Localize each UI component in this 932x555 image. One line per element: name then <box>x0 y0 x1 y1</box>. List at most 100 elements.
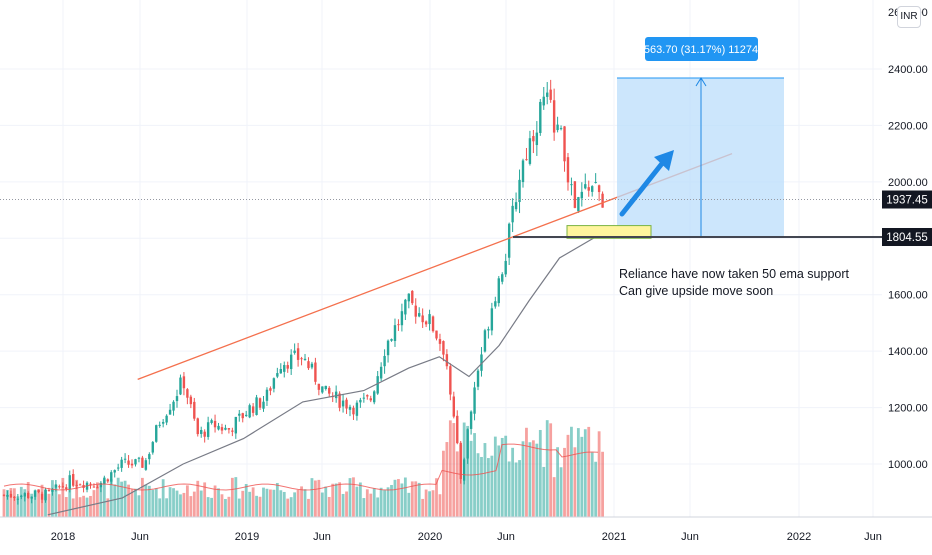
candle-body <box>494 301 497 307</box>
volume-bar <box>390 484 393 517</box>
y-tick-label: 1000.00 <box>888 459 928 471</box>
candle-body <box>591 186 594 192</box>
volume-bar <box>175 490 179 517</box>
candle-body <box>158 424 161 426</box>
annotation-line-2: Can give upside move soon <box>619 284 774 298</box>
current-price-label: 1937.45 <box>886 195 928 207</box>
volume-bar <box>452 423 456 517</box>
candle-body <box>504 260 507 275</box>
candle-body <box>369 398 372 401</box>
candle-body <box>539 101 542 133</box>
candle-body <box>594 182 597 184</box>
candle-body <box>456 415 459 444</box>
candle-body <box>501 274 504 282</box>
candle-body <box>480 354 483 371</box>
volume-bar <box>96 482 99 517</box>
candle-body <box>265 389 269 401</box>
volume-bar <box>487 458 490 517</box>
candle-body <box>238 413 241 416</box>
volume-bar <box>144 484 148 517</box>
volume-bar <box>331 483 335 517</box>
candle-body <box>390 339 393 341</box>
volume-bar <box>369 493 373 517</box>
candle-body <box>393 325 397 341</box>
volume-bar <box>438 494 442 517</box>
y-tick-label: 2000.00 <box>888 177 928 189</box>
candle-body <box>200 429 203 434</box>
currency-badge[interactable]: INR <box>897 6 921 28</box>
volume-bar <box>244 484 248 517</box>
candle-body <box>293 350 296 353</box>
candle-body <box>161 422 165 424</box>
candle-body <box>276 373 279 377</box>
arrow-head <box>654 150 674 171</box>
candle-body <box>511 205 514 223</box>
candle-body <box>148 454 151 460</box>
volume-bar <box>355 486 359 517</box>
candle-body <box>314 362 317 382</box>
volume-bar <box>376 497 380 517</box>
candle-body <box>490 308 494 331</box>
candle-body <box>546 92 549 97</box>
volume-bar <box>566 434 570 517</box>
volume-bar <box>255 495 258 517</box>
volume-bar <box>383 490 386 517</box>
candle-body <box>234 416 238 434</box>
candle-body <box>570 184 573 186</box>
volume-bar <box>590 452 594 517</box>
volume-bar <box>576 428 580 517</box>
volume-bar <box>203 482 207 517</box>
candle-body <box>92 486 96 488</box>
volume-bar <box>134 488 137 517</box>
volume-bar <box>345 491 348 517</box>
candle-body <box>431 316 435 332</box>
candle-body <box>283 365 286 372</box>
volume-bar <box>99 483 103 517</box>
volume-bar <box>234 477 238 517</box>
candle-body <box>272 378 276 389</box>
candle-body <box>123 458 127 460</box>
candle-body <box>334 391 338 399</box>
volume-bar <box>57 494 61 517</box>
candle-body <box>435 330 438 339</box>
volume-bar <box>348 478 352 517</box>
candle-body <box>418 313 421 317</box>
candle-body <box>262 401 265 409</box>
support-zone[interactable] <box>566 225 652 239</box>
candle-body <box>134 459 137 465</box>
annotation-line-1: Reliance have now taken 50 ema support <box>619 267 850 281</box>
volume-bar <box>44 489 47 517</box>
candle-body <box>587 187 590 191</box>
volume-bar <box>141 477 144 517</box>
volume-bar <box>213 485 217 517</box>
volume-bar <box>179 494 182 517</box>
candle-body <box>473 387 476 414</box>
volume-bar <box>120 481 124 517</box>
volume-bar <box>61 477 65 517</box>
volume-bar <box>172 488 175 517</box>
candle-body <box>179 377 182 395</box>
y-tick-label: 1200.00 <box>888 403 928 415</box>
candle-body <box>549 89 552 100</box>
volume-bar <box>116 477 120 517</box>
candle-body <box>217 425 220 430</box>
candle-body <box>289 354 293 370</box>
volume-bar <box>230 477 234 517</box>
volume-bar <box>130 489 134 517</box>
volume-bar <box>310 478 314 517</box>
volume-bar <box>483 443 487 517</box>
volume-bar <box>16 496 20 517</box>
volume-bar <box>265 488 269 517</box>
candle-body <box>324 385 327 389</box>
volume-bar <box>531 440 535 517</box>
position-label: 563.70 (31.17%) 11274 <box>644 44 758 56</box>
support-price-badge <box>882 228 932 247</box>
volume-bar <box>307 498 310 517</box>
volume-bar <box>262 487 265 517</box>
candle-body <box>424 321 428 325</box>
volume-bar <box>89 495 92 517</box>
candle-body <box>224 427 227 430</box>
candle-body <box>58 486 61 488</box>
candle-body <box>127 460 130 465</box>
